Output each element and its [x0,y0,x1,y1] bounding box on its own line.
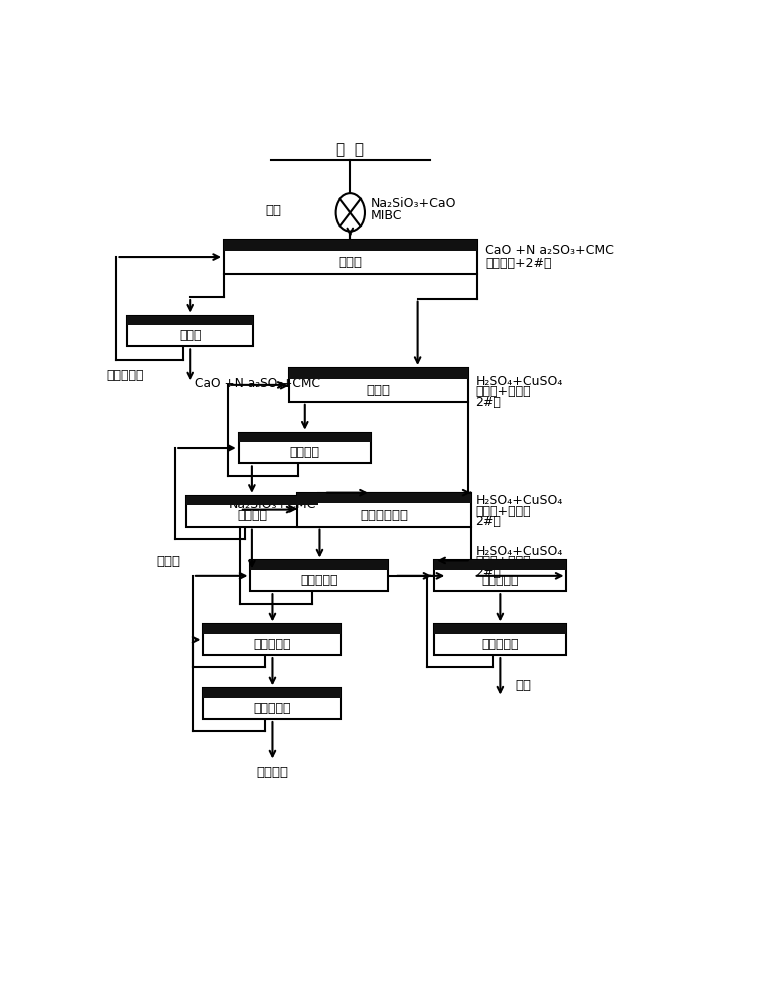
Text: 钼粗选: 钼粗选 [366,384,390,397]
Text: 尾矿: 尾矿 [515,679,531,692]
Bar [203,688,341,719]
Bar [186,496,318,527]
Text: 磨矿: 磨矿 [265,204,281,217]
Text: 镍钼扫选一: 镍钼扫选一 [481,574,519,587]
Bar [127,316,253,346]
Text: Na₂SiO₃+CaO: Na₂SiO₃+CaO [371,197,456,210]
Bar [250,560,389,570]
Text: 丁黄药+乙硫氮: 丁黄药+乙硫氮 [475,505,531,518]
Bar [203,624,341,655]
Bar [203,624,341,634]
Bar [434,624,566,655]
Bar [127,316,253,325]
Text: H₂SO₄+CuSO₄: H₂SO₄+CuSO₄ [475,375,562,388]
Text: 钼精选一: 钼精选一 [290,446,320,459]
Text: 2#油: 2#油 [475,515,501,528]
Text: Na₂SiO₃+CMC: Na₂SiO₃+CMC [229,498,316,511]
Text: 原  矿: 原 矿 [337,142,365,157]
Bar [203,688,341,698]
Text: 镍钼精选二: 镍钼精选二 [254,638,291,651]
Bar [297,493,471,503]
Bar [186,496,318,505]
Text: 丁黄药+乙硫氮: 丁黄药+乙硫氮 [475,555,531,568]
Bar [250,560,389,591]
Bar [434,560,566,570]
Bar [224,240,477,274]
Text: 钼精选二: 钼精选二 [237,509,267,522]
Text: CaO +N a₂SO₃+CMC: CaO +N a₂SO₃+CMC [485,244,614,257]
Text: 镍钼扫选二: 镍钼扫选二 [481,638,519,651]
Text: 2#油: 2#油 [475,396,501,409]
Text: 镍钼精选一: 镍钼精选一 [301,574,338,587]
Text: H₂SO₄+CuSO₄: H₂SO₄+CuSO₄ [475,494,562,507]
Text: CaO +N a₂SO₃+CMC: CaO +N a₂SO₃+CMC [195,377,320,390]
Text: 钼精矿: 钼精矿 [156,555,180,568]
Bar [289,368,468,379]
Text: 碳浮选: 碳浮选 [338,256,362,269]
Bar [239,433,371,463]
Text: 乳化煤油+2#油: 乳化煤油+2#油 [485,257,552,270]
Text: H₂SO₄+CuSO₄: H₂SO₄+CuSO₄ [475,545,562,558]
Text: 碳精选: 碳精选 [179,329,202,342]
Text: MIBC: MIBC [371,209,402,222]
Text: 镍钼精矿: 镍钼精矿 [256,766,289,779]
Text: 镍钼混浮粗选: 镍钼混浮粗选 [360,509,408,522]
Bar [289,368,468,402]
Text: 丁黄药+乙硫氮: 丁黄药+乙硫氮 [475,385,531,398]
Bar [239,433,371,442]
Bar [297,493,471,527]
Text: 2#油: 2#油 [475,566,501,579]
Text: 含碳钼精矿: 含碳钼精矿 [106,369,144,382]
Bar [224,240,477,251]
Text: 镍钼精选三: 镍钼精选三 [254,702,291,715]
Bar [434,560,566,591]
Bar [434,624,566,634]
